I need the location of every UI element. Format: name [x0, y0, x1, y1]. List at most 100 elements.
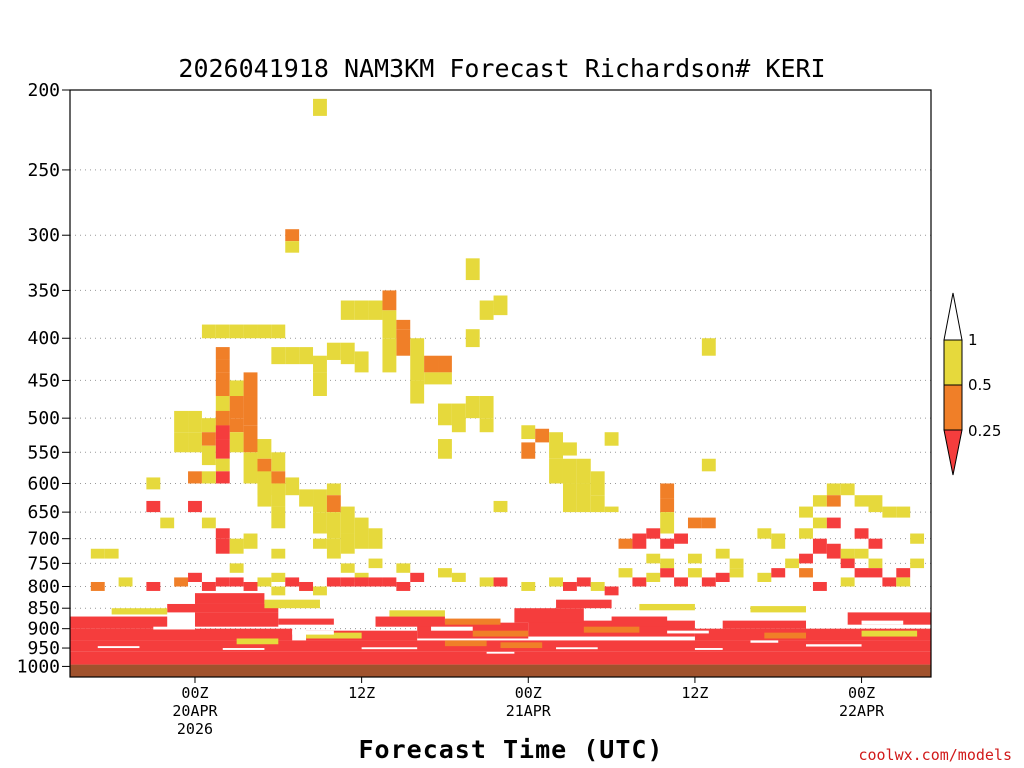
heatmap-cell: [771, 568, 786, 578]
heatmap-gap: [861, 620, 904, 625]
heatmap-cell: [271, 483, 286, 507]
heatmap-gap: [750, 640, 779, 643]
heatmap-cell: [826, 483, 841, 496]
heatmap-cell: [687, 517, 702, 529]
heatmap-gap: [556, 647, 598, 650]
heatmap-band: [70, 628, 293, 641]
heatmap-cell: [840, 577, 855, 587]
heatmap-cell: [562, 458, 577, 484]
heatmap-gap: [486, 651, 515, 654]
y-axis: 200 250 300 350 400 450 500 550 600 650 700 7508008…: [17, 80, 70, 677]
heatmap-cell: [146, 477, 161, 490]
heatmap-cell: [299, 489, 314, 507]
heatmap-cell: [326, 483, 341, 496]
y-tick-label: 800: [27, 576, 60, 597]
heatmap-cell: [326, 538, 341, 559]
heatmap-cell: [215, 410, 230, 426]
heatmap-cell: [257, 324, 272, 339]
heatmap-cell: [201, 432, 216, 446]
heatmap-cell: [868, 538, 883, 549]
heatmap-cell: [799, 506, 813, 518]
heatmap-cell: [271, 471, 286, 484]
heatmap-cell: [771, 533, 786, 549]
heatmap-cell: [271, 452, 286, 472]
heatmap-cell: [549, 458, 563, 484]
heatmap-cell: [160, 517, 175, 529]
heatmap-band: [70, 661, 931, 665]
heatmap-cell: [799, 568, 813, 578]
heatmap-cell: [354, 577, 369, 587]
heatmap-cell: [271, 506, 286, 529]
heatmap-cell: [146, 500, 161, 513]
heatmap-cell: [438, 403, 452, 426]
heatmap-cell: [229, 380, 244, 397]
y-tick-label: 300: [27, 225, 60, 246]
heatmap-band: [375, 616, 445, 627]
heatmap-cell: [590, 581, 605, 591]
heatmap-cell: [812, 495, 827, 507]
heatmap-gap: [667, 630, 709, 634]
heatmap-cell: [340, 342, 355, 365]
heatmap-cell: [299, 347, 314, 365]
heatmap-cell: [285, 229, 300, 242]
heatmap-cell: [521, 425, 536, 440]
heatmap-cell: [229, 577, 244, 587]
y-tick-label: 400: [27, 328, 60, 349]
heatmap-cell: [326, 577, 341, 587]
y-tick-label: 350: [27, 280, 60, 301]
heatmap-cell: [868, 495, 883, 513]
legend-swatch-red: [943, 429, 963, 476]
heatmap-band: [111, 608, 168, 615]
heatmap-cell: [604, 586, 619, 596]
legend-swatch-yellow: [943, 339, 963, 386]
heatmap-cell: [215, 471, 230, 484]
heatmap-cell: [354, 300, 369, 320]
heatmap-cell: [174, 577, 189, 587]
heatmap-cell: [604, 506, 619, 513]
heatmap-cell: [840, 558, 855, 569]
heatmap-cell: [549, 432, 563, 459]
heatmap-cell: [465, 396, 480, 419]
legend-label: 1: [968, 331, 978, 349]
heatmap-cell: [382, 310, 397, 339]
heatmap-cell: [326, 495, 341, 513]
heatmap-gap: [361, 647, 418, 650]
heatmap-cell: [354, 351, 369, 373]
heatmap-cell: [118, 577, 133, 587]
heatmap-cell: [785, 558, 800, 569]
legend-swatch-above-1: [943, 292, 963, 341]
y-tick-label: 900: [27, 619, 60, 640]
y-tick-label: 650: [27, 502, 60, 523]
heatmap-cell: [660, 512, 675, 534]
heatmap-cell: [257, 577, 272, 587]
heatmap-cell: [340, 506, 355, 534]
heatmap-cell: [896, 577, 911, 587]
heatmap-cell: [271, 572, 286, 582]
heatmap-cell: [104, 548, 119, 559]
heatmap-cell: [326, 342, 341, 360]
heatmap-cell: [313, 512, 327, 534]
heatmap-band: [750, 606, 807, 613]
heatmap-cell: [215, 425, 230, 440]
heatmap-cell: [660, 498, 675, 513]
heatmap-cell: [576, 458, 591, 484]
heatmap-cell: [493, 577, 508, 587]
heatmap-cell: [340, 300, 355, 320]
heatmap-band: [722, 620, 807, 629]
heatmap-cell: [465, 258, 480, 281]
x-tick-label: 00Z: [515, 684, 542, 702]
heatmap-cell: [674, 577, 688, 587]
heatmap-cell: [590, 495, 605, 513]
heatmap-cell: [451, 572, 466, 582]
heatmap-cell: [576, 577, 591, 587]
x-tick-label: 21APR: [506, 702, 552, 720]
heatmap-band: [306, 632, 362, 639]
heatmap-band: [444, 640, 487, 647]
heatmap-cell: [201, 445, 216, 466]
heatmap-cell: [424, 355, 439, 373]
heatmap-band: [694, 628, 931, 641]
heatmap-cell: [299, 581, 314, 591]
heatmap-cell: [618, 568, 633, 578]
heatmap-cell: [243, 425, 258, 453]
heatmap-cell: [410, 338, 425, 381]
